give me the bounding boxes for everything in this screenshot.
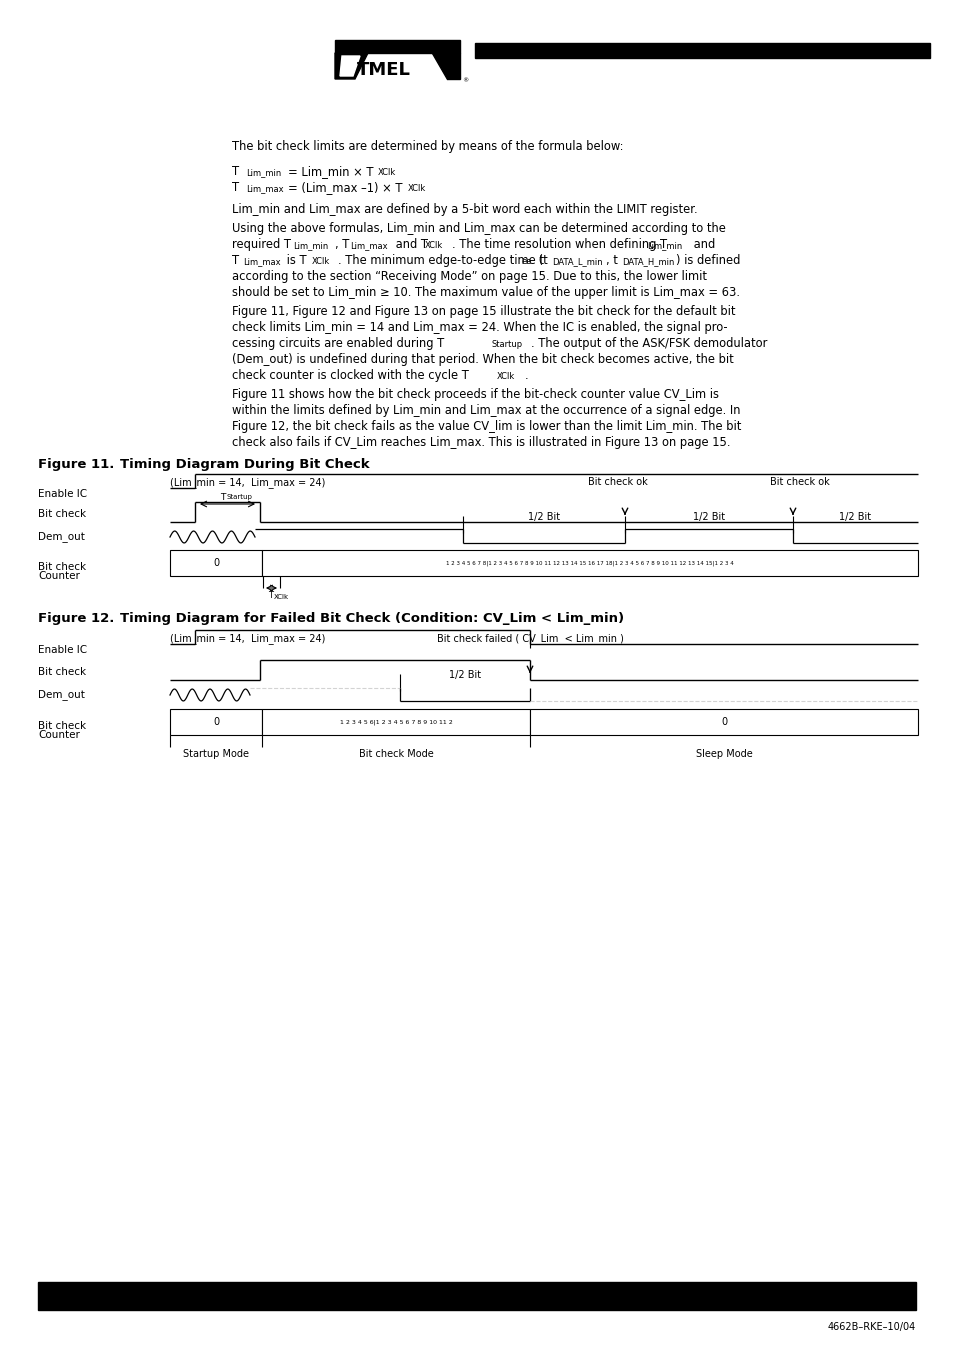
Text: Bit check ok: Bit check ok: [769, 477, 829, 486]
Text: , t: , t: [605, 254, 618, 267]
Text: U3741BM: U3741BM: [130, 1283, 256, 1308]
Text: 1 2 3 4 5 6|1 2 3 4 5 6 7 8 9 10 11 2: 1 2 3 4 5 6|1 2 3 4 5 6 7 8 9 10 11 2: [339, 719, 452, 724]
Text: (Dem_out) is undefined during that period. When the bit check becomes active, th: (Dem_out) is undefined during that perio…: [232, 353, 733, 366]
Text: Counter: Counter: [38, 730, 80, 740]
Text: (Lim_min = 14,  Lim_max = 24): (Lim_min = 14, Lim_max = 24): [170, 634, 325, 644]
Text: Timing Diagram During Bit Check: Timing Diagram During Bit Check: [120, 458, 369, 471]
Text: Bit check: Bit check: [38, 562, 86, 571]
Text: check also fails if CV_Lim reaches Lim_max. This is illustrated in Figure 13 on : check also fails if CV_Lim reaches Lim_m…: [232, 436, 730, 449]
Text: XClk: XClk: [497, 372, 515, 381]
Text: is T: is T: [283, 254, 306, 267]
Text: ®: ®: [461, 78, 468, 82]
Text: . The time resolution when defining T: . The time resolution when defining T: [452, 238, 666, 251]
Text: Lim_min: Lim_min: [293, 240, 328, 250]
Text: within the limits defined by Lim_min and Lim_max at the occurrence of a signal e: within the limits defined by Lim_min and…: [232, 404, 740, 417]
Text: Counter: Counter: [38, 571, 80, 581]
Text: = Lim_min × T: = Lim_min × T: [288, 165, 374, 178]
Text: XClk: XClk: [424, 240, 443, 250]
Text: Figure 11.: Figure 11.: [38, 458, 114, 471]
Text: ) is defined: ) is defined: [676, 254, 740, 267]
Polygon shape: [335, 53, 368, 78]
Text: T: T: [268, 590, 274, 600]
Text: Timing Diagram for Failed Bit Check (Condition: CV_Lim < Lim_min): Timing Diagram for Failed Bit Check (Con…: [120, 612, 623, 626]
Text: Startup: Startup: [226, 494, 253, 500]
Text: , T: , T: [335, 238, 349, 251]
Text: T: T: [232, 181, 239, 195]
Text: check counter is clocked with the cycle T: check counter is clocked with the cycle …: [232, 369, 468, 382]
Text: check limits Lim_min = 14 and Lim_max = 24. When the IC is enabled, the signal p: check limits Lim_min = 14 and Lim_max = …: [232, 322, 727, 334]
Text: (Lim_min = 14,  Lim_max = 24): (Lim_min = 14, Lim_max = 24): [170, 477, 325, 488]
Text: T: T: [232, 165, 239, 178]
Text: according to the section “Receiving Mode” on page 15. Due to this, the lower lim: according to the section “Receiving Mode…: [232, 270, 706, 282]
Text: Using the above formulas, Lim_min and Lim_max can be determined according to the: Using the above formulas, Lim_min and Li…: [232, 222, 725, 235]
Text: Lim_min: Lim_min: [246, 168, 281, 177]
Bar: [530, 709, 917, 735]
Text: 1/2 Bit: 1/2 Bit: [692, 512, 724, 521]
Polygon shape: [432, 53, 459, 78]
Text: 0: 0: [720, 717, 726, 727]
Text: T: T: [219, 493, 225, 503]
Text: Lim_max: Lim_max: [350, 240, 387, 250]
Text: and: and: [689, 238, 715, 251]
Bar: [335, 41, 459, 53]
Text: cessing circuits are enabled during T: cessing circuits are enabled during T: [232, 336, 444, 350]
Text: should be set to Lim_min ≥ 10. The maximum value of the upper limit is Lim_max =: should be set to Lim_min ≥ 10. The maxim…: [232, 286, 740, 299]
Bar: [38, 1282, 915, 1310]
Text: 1 2 3 4 5 6 7 8|1 2 3 4 5 6 7 8 9 10 11 12 13 14 15 16 17 18|1 2 3 4 5 6 7 8 9 1: 1 2 3 4 5 6 7 8|1 2 3 4 5 6 7 8 9 10 11 …: [446, 561, 733, 566]
Bar: [475, 43, 929, 58]
Text: Bit check: Bit check: [38, 509, 86, 519]
Text: TMEL: TMEL: [356, 61, 411, 78]
Text: Figure 11 shows how the bit check proceeds if the bit-check counter value CV_Lim: Figure 11 shows how the bit check procee…: [232, 388, 719, 401]
Bar: [262, 550, 917, 576]
Bar: [170, 550, 262, 576]
Text: Sleep Mode: Sleep Mode: [695, 748, 752, 759]
Text: 0: 0: [213, 717, 219, 727]
Text: Figure 12, the bit check fails as the value CV_lim is lower than the limit Lim_m: Figure 12, the bit check fails as the va…: [232, 420, 740, 434]
Text: 1/2 Bit: 1/2 Bit: [449, 670, 480, 680]
Text: Figure 11, Figure 12 and Figure 13 on page 15 illustrate the bit check for the d: Figure 11, Figure 12 and Figure 13 on pa…: [232, 305, 735, 317]
Text: Enable IC: Enable IC: [38, 489, 87, 499]
Text: Lim_min: Lim_min: [646, 240, 681, 250]
Text: XClk: XClk: [274, 594, 289, 600]
Polygon shape: [339, 55, 359, 76]
Text: Bit check Mode: Bit check Mode: [358, 748, 433, 759]
Text: required T: required T: [232, 238, 291, 251]
Bar: [170, 709, 262, 735]
Text: 14: 14: [55, 1289, 76, 1304]
Text: Figure 12.: Figure 12.: [38, 612, 114, 626]
Text: Dem_out: Dem_out: [38, 689, 85, 700]
Text: 4662B–RKE–10/04: 4662B–RKE–10/04: [827, 1323, 915, 1332]
Text: XClk: XClk: [408, 184, 426, 193]
Text: 1/2 Bit: 1/2 Bit: [839, 512, 871, 521]
Text: Bit check failed ( CV_Lim  < Lim_min ): Bit check failed ( CV_Lim < Lim_min ): [436, 634, 622, 644]
Text: . The output of the ASK/FSK demodulator: . The output of the ASK/FSK demodulator: [531, 336, 766, 350]
Text: Startup: Startup: [491, 340, 521, 349]
Text: Lim_max: Lim_max: [246, 184, 283, 193]
Text: 0: 0: [213, 558, 219, 567]
Text: XClk: XClk: [312, 257, 330, 266]
Text: XClk: XClk: [377, 168, 395, 177]
Text: Bit check ok: Bit check ok: [587, 477, 647, 486]
Text: The bit check limits are determined by means of the formula below:: The bit check limits are determined by m…: [232, 141, 623, 153]
Text: ee: ee: [520, 257, 531, 266]
Text: Bit check: Bit check: [38, 721, 86, 731]
Text: Enable IC: Enable IC: [38, 644, 87, 655]
Text: Dem_out: Dem_out: [38, 531, 85, 543]
Text: (t: (t: [535, 254, 547, 267]
Text: DATA_L_min: DATA_L_min: [552, 257, 602, 266]
Bar: [262, 709, 530, 735]
Text: = (Lim_max –1) × T: = (Lim_max –1) × T: [288, 181, 402, 195]
Text: Lim_min and Lim_max are defined by a 5-bit word each within the LIMIT register.: Lim_min and Lim_max are defined by a 5-b…: [232, 203, 697, 216]
Text: Bit check: Bit check: [38, 667, 86, 677]
Text: Lim_max: Lim_max: [243, 257, 280, 266]
Text: DATA_H_min: DATA_H_min: [621, 257, 674, 266]
Text: 1/2 Bit: 1/2 Bit: [527, 512, 559, 521]
Text: .: .: [524, 369, 528, 382]
Text: T: T: [232, 254, 239, 267]
Text: . The minimum edge-to-edge time t: . The minimum edge-to-edge time t: [337, 254, 543, 267]
Text: Startup Mode: Startup Mode: [183, 748, 249, 759]
Text: and T: and T: [392, 238, 428, 251]
